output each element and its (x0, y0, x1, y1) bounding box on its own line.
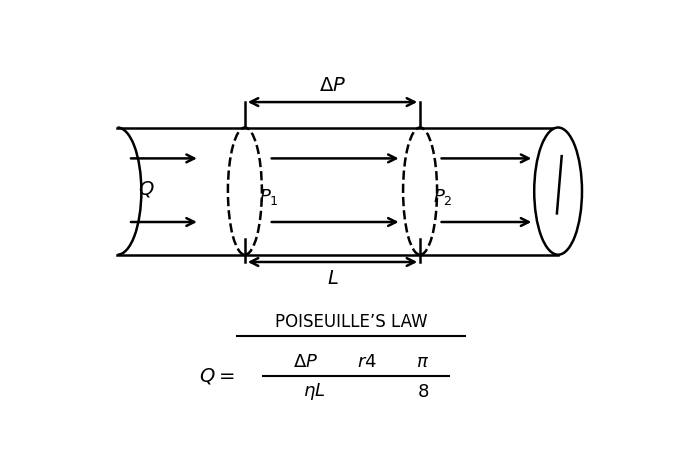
Text: $P_1$: $P_1$ (259, 186, 278, 207)
Text: $r4$: $r4$ (357, 353, 377, 371)
Text: $Q$: $Q$ (138, 179, 155, 199)
Text: $\pi$: $\pi$ (416, 353, 429, 371)
Ellipse shape (534, 127, 582, 255)
Text: $L$: $L$ (327, 269, 338, 288)
Text: $P_2$: $P_2$ (434, 186, 453, 207)
Text: $8$: $8$ (416, 383, 429, 401)
Text: $\eta L$: $\eta L$ (303, 381, 325, 402)
Text: $Q=$: $Q=$ (199, 366, 234, 387)
Text: POISEUILLE’S LAW: POISEUILLE’S LAW (275, 313, 427, 331)
Text: $\Delta P$: $\Delta P$ (293, 353, 319, 371)
Text: $\Delta P$: $\Delta P$ (319, 76, 346, 95)
